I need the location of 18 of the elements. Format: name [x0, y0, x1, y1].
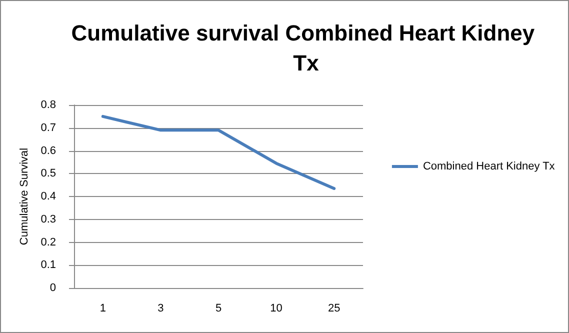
y-tick-label: 0.7 — [40, 122, 56, 134]
x-tick-label: 25 — [328, 302, 340, 314]
x-tick-label: 10 — [270, 302, 282, 314]
legend-label: Combined Heart Kidney Tx — [422, 160, 556, 172]
y-tick-label: 0.3 — [40, 213, 56, 226]
chart-title: Cumulative survival Combined Heart Kidney Tx — [71, 20, 541, 76]
y-tick-label: 0.2 — [40, 236, 56, 248]
x-tick-label: 5 — [215, 302, 222, 314]
y-tick-label: 0 — [50, 282, 56, 294]
x-tick-label: 3 — [158, 302, 164, 314]
x-tick-label: 1 — [100, 302, 106, 314]
y-axis-title: Cumulative Survival — [18, 148, 30, 246]
y-tick-label: 0.8 — [40, 99, 56, 111]
y-tick-label: 0.5 — [40, 168, 56, 180]
y-tick-label: 0.6 — [40, 144, 56, 157]
line-series — [101, 114, 336, 190]
y-tick-label: 0.4 — [40, 190, 56, 202]
y-tick-label: 0.1 — [40, 259, 56, 272]
